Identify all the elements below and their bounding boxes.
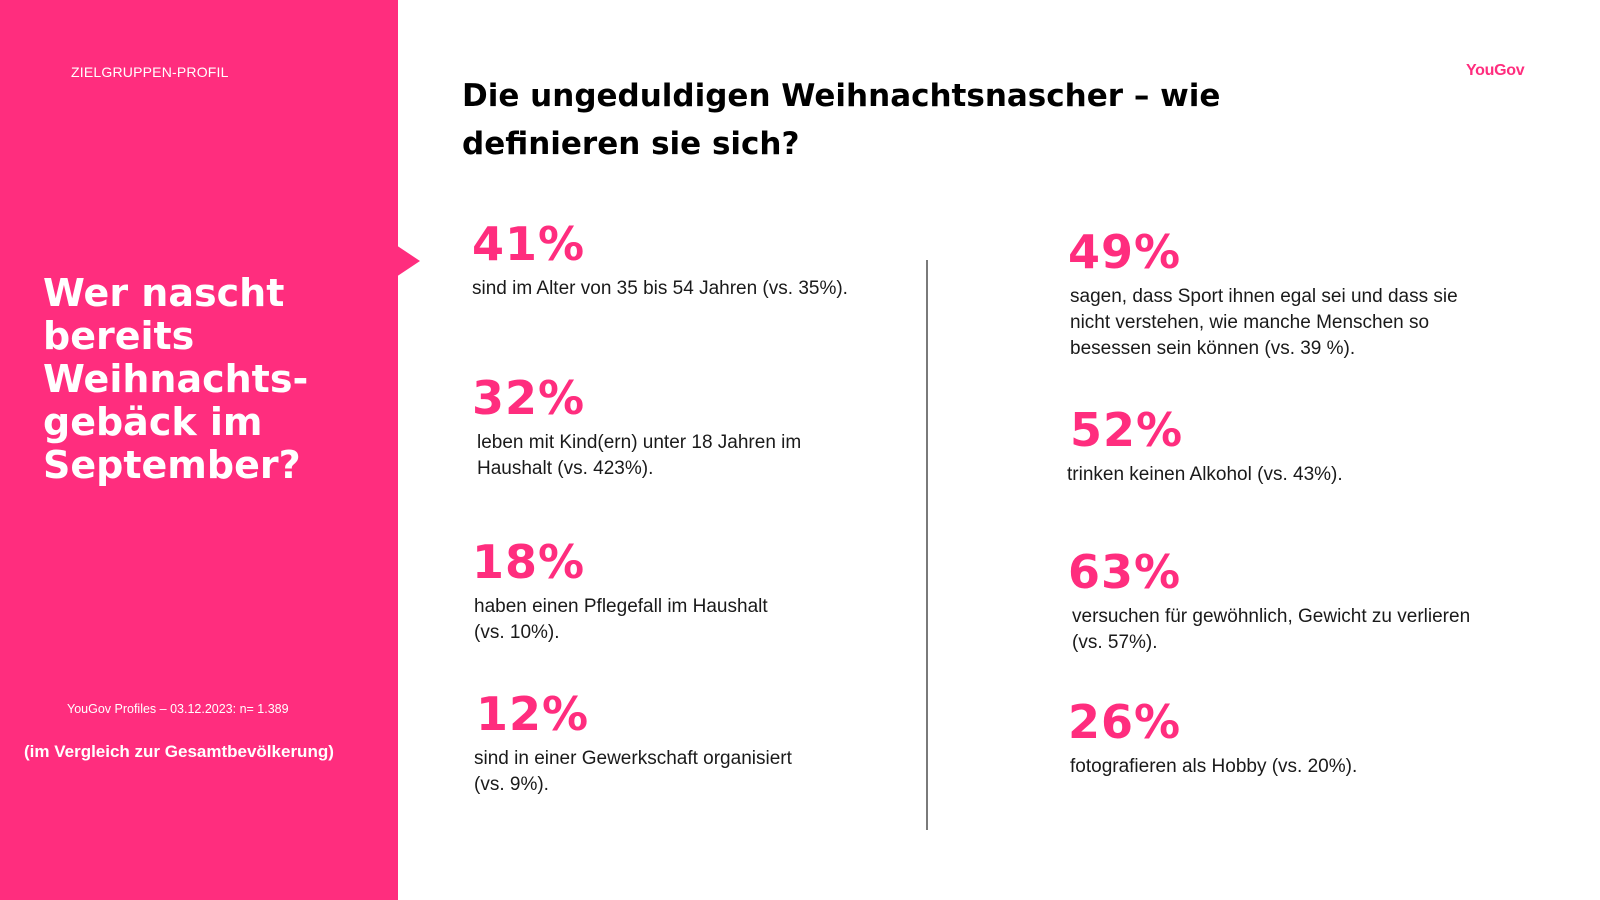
stat-line: trinken keinen Alkohol (vs. 43%).: [1067, 464, 1343, 485]
stat-description: sind im Alter von 35 bis 54 Jahren (vs. …: [472, 276, 848, 302]
question-line: Wer nascht: [43, 271, 285, 315]
stat-description: sagen, dass Sport ihnen egal sei und das…: [1068, 284, 1458, 362]
stat-value: 32%: [472, 371, 586, 425]
question-line: September?: [43, 443, 301, 487]
stat-block-sport: 49% sagen, dass Sport ihnen egal sei und…: [1068, 226, 1458, 362]
stat-description: trinken keinen Alkohol (vs. 43%).: [1067, 462, 1343, 488]
pointer-arrow-icon: [396, 245, 420, 277]
stat-line: (vs. 57%).: [1072, 632, 1158, 653]
stat-block-union: 12% sind in einer Gewerkschaft organisie…: [474, 687, 792, 798]
stat-line: fotografieren als Hobby (vs. 20%).: [1070, 756, 1358, 777]
stat-block-age: 41% sind im Alter von 35 bis 54 Jahren (…: [472, 218, 848, 302]
stat-block-alcohol: 52% trinken keinen Alkohol (vs. 43%).: [1067, 403, 1343, 488]
stat-block-care: 18% haben einen Pflegefall im Haushalt (…: [472, 536, 768, 646]
stat-line: (vs. 9%).: [474, 774, 549, 795]
stat-value: 18%: [472, 535, 586, 589]
stat-value: 49%: [1068, 225, 1182, 279]
stat-line: sagen, dass Sport ihnen egal sei und das…: [1070, 286, 1458, 307]
stat-line: nicht verstehen, wie manche Menschen so: [1070, 312, 1430, 333]
stat-line: Haushalt (vs. 423%).: [477, 458, 654, 479]
question-line: Weihnachts-: [43, 357, 309, 401]
stat-block-photography: 26% fotografieren als Hobby (vs. 20%).: [1068, 696, 1357, 780]
section-kicker: ZIELGRUPPEN-PROFIL: [71, 64, 229, 80]
stat-description: sind in einer Gewerkschaft organisiert (…: [474, 746, 792, 798]
stat-description: haben einen Pflegefall im Haushalt (vs. …: [472, 594, 768, 646]
page-title: Die ungeduldigen Weihnachtsnascher – wie…: [462, 72, 1362, 168]
stat-block-weight: 63% versuchen für gewöhnlich, Gewicht zu…: [1068, 546, 1470, 656]
column-divider: [926, 260, 928, 830]
stat-description: versuchen für gewöhnlich, Gewicht zu ver…: [1068, 604, 1470, 656]
sidebar-panel: [0, 0, 398, 900]
stat-value: 12%: [476, 687, 590, 741]
stat-value: 52%: [1070, 403, 1184, 457]
sidebar-question: Wer nascht bereits Weihnachts- gebäck im…: [43, 272, 383, 487]
stat-description: fotografieren als Hobby (vs. 20%).: [1068, 754, 1357, 780]
stat-line: versuchen für gewöhnlich, Gewicht zu ver…: [1072, 606, 1471, 627]
title-line: definieren sie sich?: [462, 126, 800, 162]
stat-line: haben einen Pflegefall im Haushalt: [474, 596, 768, 617]
title-line: Die ungeduldigen Weihnachtsnascher – wie: [462, 78, 1221, 114]
stat-value: 63%: [1068, 545, 1182, 599]
question-line: bereits: [43, 314, 195, 358]
comparison-note: (im Vergleich zur Gesamtbevölkerung): [24, 742, 334, 761]
stat-value: 41%: [472, 217, 586, 271]
source-note: YouGov Profiles – 03.12.2023: n= 1.389: [67, 702, 289, 716]
stat-description: leben mit Kind(ern) unter 18 Jahren im H…: [472, 430, 801, 482]
stat-block-children: 32% leben mit Kind(ern) unter 18 Jahren …: [472, 372, 801, 482]
stat-line: sind im Alter von 35 bis 54 Jahren (vs. …: [472, 278, 848, 299]
stat-line: (vs. 10%).: [474, 622, 560, 643]
yougov-logo: YouGov: [1466, 62, 1525, 79]
stat-line: sind in einer Gewerkschaft organisiert: [474, 748, 792, 769]
question-line: gebäck im: [43, 400, 263, 444]
stat-line: leben mit Kind(ern) unter 18 Jahren im: [477, 432, 802, 453]
stat-value: 26%: [1068, 695, 1182, 749]
stat-line: besessen sein können (vs. 39 %).: [1070, 338, 1356, 359]
